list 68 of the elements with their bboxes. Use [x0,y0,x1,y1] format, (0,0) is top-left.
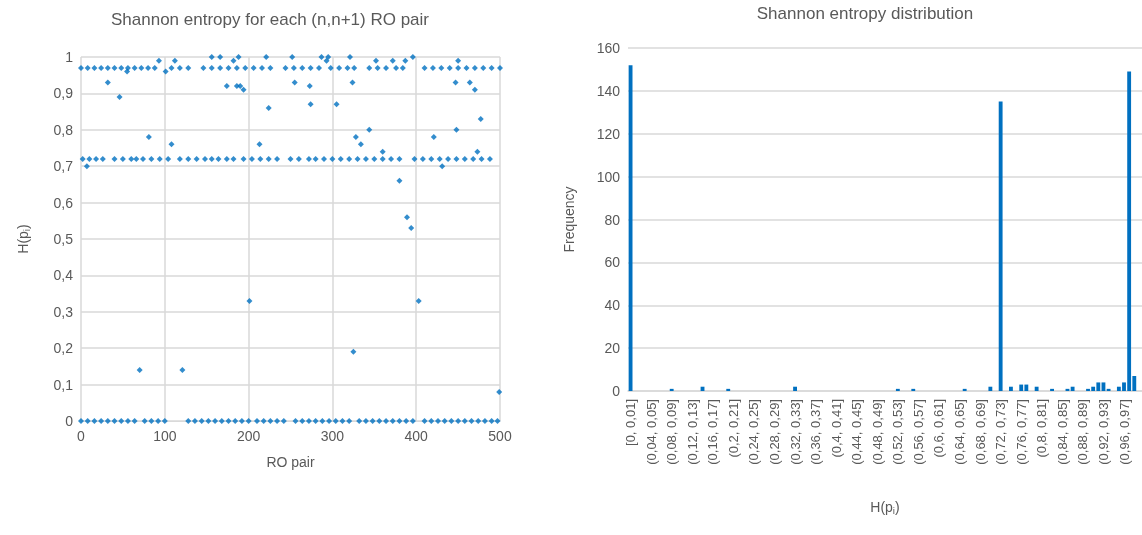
y-tick-label: 0,3 [53,303,74,320]
x-tick-label: (0,44, 0,45] [849,399,865,465]
bar [895,388,900,391]
y-tick-label: 60 [604,254,621,271]
y-tick-label: 1 [65,49,74,65]
x-tick-label: (0,76, 0,77] [1013,399,1029,465]
x-tick-label: (0,96, 0,97] [1116,399,1132,465]
bar [1009,386,1013,391]
x-tick-label: (0,56, 0,57] [910,399,926,465]
y-tick-label: 140 [596,82,621,99]
x-tick-label: (0,24, 0,25] [746,399,762,465]
bar [1050,388,1054,391]
x-tick-label: (0,84, 0,85] [1054,399,1070,465]
x-tick-label: (0,92, 0,93] [1095,399,1111,465]
y-tick-label: 100 [596,168,621,185]
bar [726,388,731,391]
x-tick-label: 100 [153,428,177,444]
y-tick-label: 80 [604,211,621,228]
x-tick-label: (0,52, 0,53] [890,399,906,465]
x-tick-label: (0,08, 0,09] [664,399,680,465]
x-tick-label: (0,36, 0,37] [808,399,824,465]
bar [1034,386,1039,391]
y-axis-title: Frequency [561,186,577,253]
y-tick-label: 0,7 [53,158,74,175]
bar [911,388,916,391]
bar [1106,388,1111,391]
y-tick-label: 0,4 [53,267,74,284]
x-tick-label: (0,6, 0,61] [931,399,947,458]
bar [793,386,797,391]
y-tick-label: 0 [612,383,621,399]
y-tick-label: 120 [596,125,621,142]
x-axis-title: RO pair [266,454,315,470]
x-tick-label: (0,8, 0,81] [1034,399,1050,458]
bar [988,386,993,391]
x-tick-label: (0,28, 0,29] [766,399,782,465]
x-tick-label: (0,2, 0,21] [725,399,741,458]
x-tick-label: (0,32, 0,33] [787,399,803,465]
x-tick-label: (0,64, 0,65] [952,399,968,465]
bar [669,388,674,391]
chart-title: Shannon entropy distribution [756,4,974,23]
bar [962,388,967,391]
y-tick-label: 0,8 [53,121,74,138]
x-tick-label: [0, 0,01] [623,399,639,446]
x-tick-label: 500 [488,428,512,444]
x-tick-label: (0,12, 0,13] [684,399,700,465]
x-tick-label: 200 [236,428,261,444]
x-tick-label: (0,16, 0,17] [705,399,721,465]
x-tick-label: (0,48, 0,49] [869,399,885,465]
x-tick-label: (0,68, 0,69] [972,399,988,465]
y-tick-label: 0,6 [53,194,74,211]
x-tick-label: 0 [77,428,86,444]
y-tick-label: 0,2 [53,340,74,357]
bar [998,101,1003,391]
x-tick-label: (0,72, 0,73] [993,399,1009,465]
y-tick-label: 160 [596,40,621,56]
y-tick-label: 20 [604,340,621,357]
x-tick-label: (0,4, 0,41] [828,399,844,458]
bar [1019,384,1024,391]
y-tick-label: 0,5 [53,231,74,247]
y-tick-label: 0,1 [53,376,74,393]
x-tick-label: 300 [320,428,345,444]
bar [1070,386,1075,391]
x-tick-label: 400 [404,428,429,444]
y-tick-label: 0,9 [53,85,74,102]
x-tick-label: (0,88, 0,89] [1075,399,1091,465]
y-tick-label: 40 [604,297,621,314]
x-tick-label: (0,04, 0,05] [643,399,659,465]
chart-title: Shannon entropy for each (n,n+1) RO pair [111,10,430,29]
